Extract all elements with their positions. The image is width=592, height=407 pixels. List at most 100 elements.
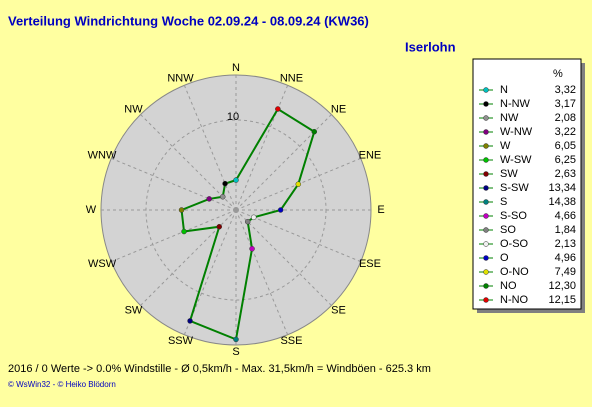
legend-value: 4,66: [555, 210, 576, 222]
spoke: [235, 85, 289, 211]
legend-marker: [483, 213, 489, 219]
direction-label: E: [377, 204, 384, 216]
legend-marker: [483, 283, 489, 289]
spoke: [235, 209, 332, 306]
direction-label: SW: [125, 304, 143, 316]
legend-name: N-NW: [500, 98, 531, 110]
point: [222, 180, 228, 187]
point: [220, 194, 226, 200]
legend-name: SO: [500, 224, 516, 236]
legend-marker: [483, 185, 489, 191]
point: [250, 214, 257, 221]
legend-value: 3,32: [555, 84, 576, 96]
legend-marker: [483, 87, 489, 93]
direction-label: N: [232, 62, 240, 74]
point: [178, 207, 185, 213]
legend-name: W-SW: [500, 154, 532, 166]
legend-marker: [483, 101, 489, 107]
legend-name: W: [500, 140, 511, 152]
legend-name: O: [500, 252, 509, 264]
spoke: [235, 114, 332, 211]
legend-name: S-SW: [500, 182, 529, 194]
point: [233, 177, 239, 183]
spoke: [183, 209, 237, 335]
legend-name: N: [500, 84, 508, 96]
legend-marker: [483, 157, 489, 163]
point: [295, 181, 302, 187]
legend-name: S-SO: [500, 210, 527, 222]
legend-marker: [483, 255, 489, 261]
direction-label: ESE: [359, 258, 381, 270]
direction-label: WNW: [88, 150, 117, 162]
point: [233, 336, 239, 343]
footer: 2016 / 0 Werte -> 0.0% Windstille - Ø 0,…: [8, 363, 431, 375]
location: Iserlohn: [405, 39, 456, 54]
legend-value: 6,25: [555, 154, 576, 166]
legend-marker: [483, 241, 489, 247]
direction-label: SSE: [280, 335, 302, 347]
direction-label: NE: [331, 103, 346, 115]
legend-value: 13,34: [548, 182, 576, 194]
polar-plot: N NNE NE ENE E ESE SE SSE S SSW SW WSW W WNW NW NNW 10: [86, 62, 385, 358]
spoke: [140, 209, 237, 306]
spoke: [235, 209, 361, 263]
legend-marker: [483, 143, 489, 149]
legend-value: 7,49: [555, 266, 576, 278]
legend-marker: [483, 269, 489, 275]
point: [311, 128, 318, 135]
legend-value: 1,84: [555, 224, 576, 236]
spoke: [235, 209, 289, 335]
legend-marker: [483, 297, 489, 303]
legend-name: NO: [500, 280, 517, 292]
chart-title: Verteilung Windrichtung Woche 02.09.24 -…: [8, 13, 369, 28]
legend-marker: [483, 115, 489, 121]
legend-name: O-SO: [500, 238, 529, 250]
direction-label: WSW: [88, 258, 117, 270]
legend-header: %: [553, 68, 563, 80]
legend-name: O-NO: [500, 266, 529, 278]
legend-value: 2,63: [555, 168, 576, 180]
legend-value: 12,30: [548, 280, 576, 292]
point: [216, 223, 223, 230]
spoke: [111, 157, 237, 211]
legend-name: N-NO: [500, 294, 529, 306]
r-tick-label: 10: [227, 111, 239, 123]
point: [275, 106, 281, 112]
credits: © WsWin32 - © Heiko Blödorn: [8, 380, 116, 389]
direction-label: ENE: [359, 150, 382, 162]
legend-name: NW: [500, 112, 519, 124]
legend-value: 12,15: [548, 294, 576, 306]
legend-marker: [483, 129, 489, 135]
point: [249, 245, 255, 252]
direction-label: S: [232, 346, 239, 358]
legend-value: 3,22: [555, 126, 576, 138]
point: [187, 318, 193, 324]
legend-value: 2,13: [555, 238, 576, 250]
point: [206, 196, 212, 202]
legend-value: 4,96: [555, 252, 576, 264]
spoke: [111, 209, 237, 263]
legend-name: S: [500, 196, 507, 208]
point: [181, 228, 187, 235]
direction-label: SE: [331, 304, 346, 316]
direction-label: W: [86, 204, 97, 216]
direction-label: NNE: [280, 73, 303, 85]
legend-marker: [483, 171, 489, 177]
direction-label: NW: [124, 103, 143, 115]
direction-label: SSW: [168, 335, 194, 347]
legend-entries: N 3,32 N-NW 3,17 NW 2,08 W-NW 3,22 W 6,05 W-SW 6,25…: [479, 84, 576, 306]
grid-ring: [145, 119, 327, 301]
point: [277, 207, 284, 213]
point: [244, 218, 251, 225]
direction-label: NNW: [167, 73, 194, 85]
legend-marker: [483, 199, 489, 205]
legend: [472, 58, 582, 310]
spoke: [140, 114, 237, 211]
legend-value: 6,05: [555, 140, 576, 152]
spoke: [183, 85, 237, 211]
legend-value: 3,17: [555, 98, 576, 110]
legend-name: W-NW: [500, 126, 533, 138]
legend-name: SW: [500, 168, 518, 180]
legend-marker: [483, 227, 489, 233]
